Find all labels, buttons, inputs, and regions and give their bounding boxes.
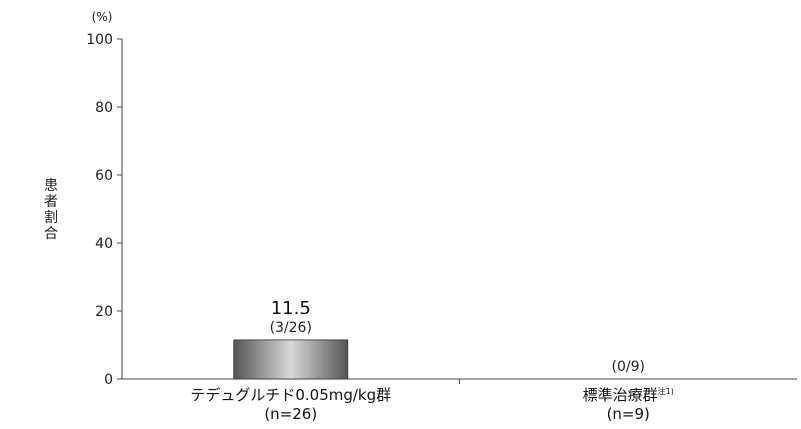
axes: 0 20 40 60 80 100 テデュグルチド0.05mg/kg群(n=26) 標準治療群… bbox=[86, 32, 797, 423]
value-label: 11.5 bbox=[271, 298, 311, 319]
x-category-sublabel: (n=9) bbox=[607, 405, 650, 423]
y-unit-label: (%) bbox=[92, 10, 113, 24]
y-tick-label: 0 bbox=[104, 372, 113, 388]
x-category-label: 標準治療群注1) bbox=[583, 386, 674, 404]
data-labels: 11.5(3/26) (0/9) bbox=[270, 298, 645, 375]
y-axis-label: 患者割合 bbox=[40, 178, 62, 242]
y-axis-label-char: 割 bbox=[44, 210, 58, 226]
y-tick-label: 80 bbox=[95, 100, 113, 116]
x-category-label: テデュグルチド0.05mg/kg群 bbox=[190, 386, 391, 404]
value-sublabel: (3/26) bbox=[270, 320, 312, 336]
value-sublabel: (0/9) bbox=[612, 359, 645, 375]
y-tick-label: 20 bbox=[95, 304, 113, 320]
footnote-mark: 注1) bbox=[658, 386, 674, 396]
y-axis-label-char: 合 bbox=[44, 226, 58, 242]
x-category-sublabel: (n=26) bbox=[264, 405, 317, 423]
bar bbox=[233, 339, 349, 380]
y-tick-label: 60 bbox=[95, 168, 113, 184]
y-axis-label-char: 患 bbox=[44, 178, 58, 194]
bars bbox=[233, 339, 349, 380]
y-axis-label-char: 者 bbox=[44, 194, 58, 210]
y-tick-label: 40 bbox=[95, 236, 113, 252]
y-tick-label: 100 bbox=[86, 32, 113, 48]
